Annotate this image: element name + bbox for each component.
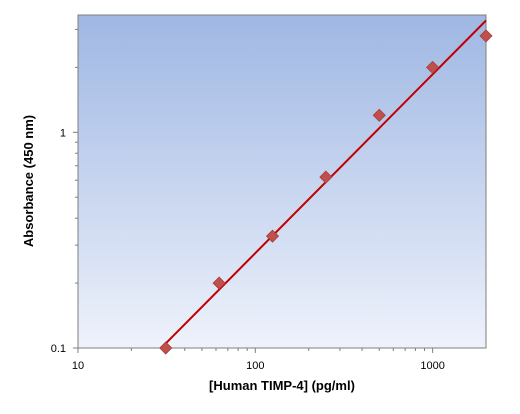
- data-point: [265, 229, 280, 243]
- x-tick-label: 1000: [420, 360, 444, 372]
- y-tick-label: 1: [60, 127, 66, 139]
- data-point: [479, 29, 493, 43]
- axis-ticks: 10 100 1000 0.1 1: [51, 28, 445, 372]
- x-tick-label: 100: [246, 360, 264, 372]
- x-tick-label: 10: [72, 360, 84, 372]
- data-points: [159, 29, 493, 355]
- y-axis-title: Absorbance (450 nm): [21, 115, 36, 247]
- y-tick-label: 0.1: [51, 343, 66, 355]
- plot-area: [77, 14, 487, 349]
- data-point: [426, 60, 440, 74]
- data-point: [319, 170, 333, 184]
- data-point: [372, 108, 386, 122]
- x-axis-title: [Human TIMP-4] (pg/ml): [209, 378, 355, 393]
- data-point: [159, 341, 173, 355]
- data-point: [212, 276, 226, 290]
